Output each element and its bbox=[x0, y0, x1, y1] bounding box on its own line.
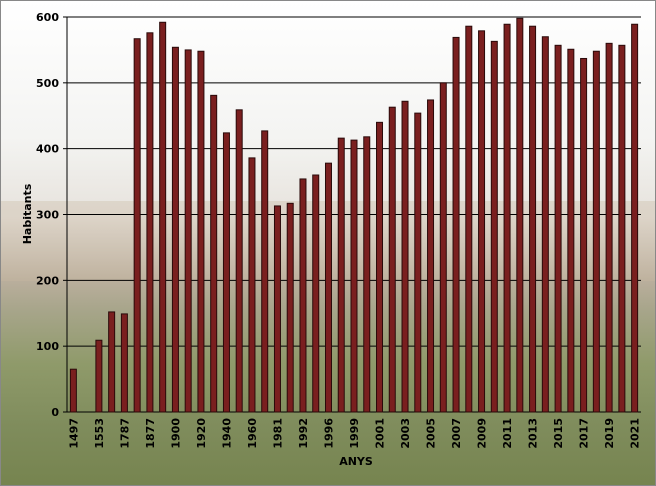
bar bbox=[388, 106, 396, 413]
bar bbox=[452, 36, 460, 413]
bar bbox=[541, 36, 549, 413]
bar bbox=[363, 136, 371, 413]
x-tick-label: 2007 bbox=[450, 418, 463, 449]
x-tick-label: 2019 bbox=[603, 418, 616, 449]
bar bbox=[197, 50, 205, 413]
x-tick-label: 1999 bbox=[348, 418, 361, 449]
bar bbox=[171, 46, 179, 413]
x-tick-label: 1900 bbox=[169, 418, 182, 449]
bar bbox=[465, 25, 473, 413]
bar bbox=[324, 162, 332, 413]
bar bbox=[439, 82, 447, 413]
x-tick-label: 2013 bbox=[527, 418, 540, 449]
x-tick-label: 2009 bbox=[476, 418, 489, 449]
x-tick-label: 2011 bbox=[501, 418, 514, 449]
x-tick-label: 2021 bbox=[629, 418, 642, 449]
bar bbox=[618, 44, 626, 413]
bar bbox=[159, 21, 167, 413]
x-axis-label: ANYS bbox=[339, 455, 373, 468]
x-tick-label: 1553 bbox=[93, 418, 106, 449]
bar bbox=[312, 174, 320, 413]
bar bbox=[95, 339, 103, 413]
bar bbox=[427, 99, 435, 413]
bar bbox=[146, 32, 154, 413]
bar bbox=[337, 137, 345, 413]
x-tick-label: 1981 bbox=[271, 418, 284, 449]
y-tick-label: 500 bbox=[36, 77, 59, 90]
bar bbox=[184, 49, 192, 413]
bar bbox=[554, 44, 562, 413]
bar bbox=[529, 25, 537, 413]
bar bbox=[592, 50, 600, 413]
bar bbox=[503, 23, 511, 413]
bar bbox=[261, 130, 269, 413]
y-tick-label: 100 bbox=[36, 340, 59, 353]
bar bbox=[605, 42, 613, 413]
bar bbox=[108, 311, 116, 413]
bar bbox=[414, 112, 422, 413]
bar bbox=[401, 100, 409, 413]
bar bbox=[222, 132, 230, 413]
bar bbox=[273, 205, 281, 413]
bar bbox=[376, 121, 384, 413]
bar bbox=[490, 40, 498, 413]
x-tick-label: 1787 bbox=[118, 418, 131, 449]
y-tick-label: 600 bbox=[36, 11, 59, 24]
x-tick-label: 2003 bbox=[399, 418, 412, 449]
bar bbox=[69, 368, 77, 413]
bar bbox=[235, 109, 243, 413]
x-tick-label: 2015 bbox=[552, 418, 565, 449]
y-tick-label: 0 bbox=[51, 406, 59, 419]
bar bbox=[248, 157, 256, 413]
y-axis-label: Habitants bbox=[21, 183, 34, 244]
y-tick-label: 300 bbox=[36, 209, 59, 222]
x-tick-label: 1996 bbox=[322, 418, 335, 449]
bar bbox=[478, 30, 486, 413]
y-tick-label: 400 bbox=[36, 143, 59, 156]
x-tick-label: 2001 bbox=[374, 418, 387, 449]
bar bbox=[580, 57, 588, 413]
x-tick-label: 1960 bbox=[246, 418, 259, 449]
bar bbox=[210, 94, 218, 413]
bar bbox=[299, 178, 307, 413]
x-tick-label: 1497 bbox=[67, 418, 80, 449]
bar bbox=[631, 23, 639, 413]
bar bbox=[350, 139, 358, 413]
y-tick-label: 200 bbox=[36, 274, 59, 287]
bar bbox=[516, 17, 524, 413]
x-tick-label: 1877 bbox=[144, 418, 157, 449]
x-tick-label: 2017 bbox=[578, 418, 591, 449]
bar bbox=[120, 313, 128, 413]
bar bbox=[286, 202, 294, 413]
x-tick-label: 1940 bbox=[220, 418, 233, 449]
x-tick-label: 1920 bbox=[195, 418, 208, 449]
x-tick-label: 1992 bbox=[297, 418, 310, 449]
bar bbox=[133, 38, 141, 413]
bar bbox=[567, 48, 575, 413]
x-tick-label: 2005 bbox=[425, 418, 438, 449]
